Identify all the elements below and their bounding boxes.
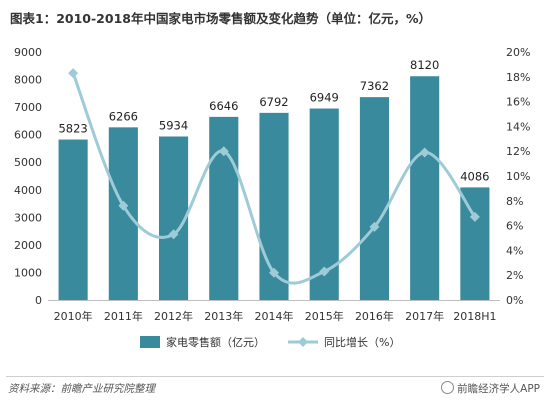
- right-axis-tick-label: 20%: [506, 46, 530, 59]
- bar-value-label: 6646: [209, 99, 238, 113]
- bar: [158, 136, 189, 300]
- right-axis-tick-label: 12%: [506, 145, 530, 158]
- left-axis-tick-label: 0: [35, 294, 42, 307]
- x-axis-tick-label: 2013年: [204, 309, 243, 323]
- legend: 家电零售额（亿元） 同比增长（%）: [140, 335, 400, 349]
- right-axis-tick-label: 4%: [506, 244, 523, 257]
- left-axis-tick-label: 6000: [14, 129, 42, 142]
- bar-value-label: 5934: [159, 118, 188, 132]
- growth-point: [419, 147, 430, 158]
- legend-label-line: 同比增长（%）: [324, 335, 400, 349]
- growth-line: [71, 72, 477, 285]
- left-axis: 0 1000 2000 3000 4000 5000 6000 7000 8000 9000: [14, 46, 42, 307]
- right-axis-tick-label: 18%: [506, 71, 530, 84]
- growth-line-series: [68, 68, 480, 285]
- left-axis-tick-label: 2000: [14, 239, 42, 252]
- bar: [460, 187, 490, 300]
- growth-point: [269, 267, 279, 278]
- bar-value-label: 8120: [410, 58, 439, 72]
- right-axis-tick-label: 10%: [506, 170, 530, 183]
- legend-swatch-bar: [140, 336, 160, 348]
- x-axis-tick-label: 2012年: [154, 309, 193, 323]
- x-axis-tick-label: 2015年: [305, 309, 344, 323]
- left-axis-tick-label: 1000: [14, 266, 42, 279]
- chart-title: 图表1：2010-2018年中国家电市场零售额及变化趋势（单位：亿元，%）: [10, 11, 431, 26]
- growth-point: [118, 200, 129, 211]
- right-axis-tick-label: 0%: [506, 294, 523, 307]
- right-axis-tick-label: 16%: [506, 96, 530, 109]
- left-axis-tick-label: 9000: [14, 46, 42, 59]
- growth-point: [68, 68, 79, 79]
- growth-point: [369, 221, 380, 232]
- app-logo-icon: [441, 381, 455, 394]
- right-axis: 0% 2% 4% 6% 8% 10% 12% 14% 16% 18% 20%: [506, 46, 530, 307]
- right-axis-tick-label: 8%: [506, 195, 523, 208]
- bar: [209, 116, 239, 300]
- right-axis-tick-label: 6%: [506, 220, 523, 233]
- x-axis-tick-label: 2017年: [405, 309, 444, 323]
- bar-value-labels: 5823 6266 5934 6646 6792 6949 7362 8120 4086: [58, 58, 489, 183]
- bar: [58, 139, 88, 300]
- app-badge: 前瞻经济学人APP: [441, 381, 540, 396]
- bar: [108, 127, 138, 301]
- growth-point: [319, 266, 330, 277]
- x-axis-tick-label: 2011年: [104, 309, 143, 323]
- bar-value-label: 4086: [460, 169, 489, 183]
- growth-point: [168, 229, 179, 240]
- app-badge-label: 前瞻经济学人APP: [457, 383, 540, 395]
- left-axis-tick-label: 5000: [14, 156, 42, 169]
- bar-value-label: 6949: [310, 91, 339, 105]
- right-axis-tick-label: 14%: [506, 120, 530, 133]
- legend-label-bar: 家电零售额（亿元）: [166, 335, 265, 349]
- bar-value-label: 6266: [109, 109, 138, 123]
- bar-value-label: 5823: [58, 122, 87, 136]
- bar: [359, 97, 390, 300]
- footer-divider: [6, 376, 544, 377]
- growth-point: [218, 146, 229, 157]
- right-axis-tick-label: 2%: [506, 269, 523, 282]
- bar-value-label: 6792: [259, 95, 288, 109]
- bar-value-label: 7362: [360, 79, 389, 93]
- x-axis: 2010年 2011年 2012年 2013年 2014年 2015年 2016年 2017年…: [48, 300, 500, 323]
- x-axis-tick-label: 2016年: [355, 309, 394, 323]
- bar-series: [58, 76, 490, 301]
- x-axis-tick-label: 2014年: [255, 309, 294, 323]
- bar: [410, 76, 440, 300]
- left-axis-tick-label: 4000: [14, 184, 42, 197]
- left-axis-tick-label: 7000: [14, 101, 42, 114]
- x-axis-tick-label: 2018H1: [453, 310, 496, 323]
- left-axis-tick-label: 3000: [14, 211, 42, 224]
- left-axis-tick-label: 8000: [14, 74, 42, 87]
- source-note: 资料来源：前瞻产业研究院整理: [8, 383, 155, 395]
- x-axis-tick-label: 2010年: [54, 309, 93, 323]
- legend-swatch-marker: [298, 337, 308, 347]
- growth-point: [469, 211, 480, 222]
